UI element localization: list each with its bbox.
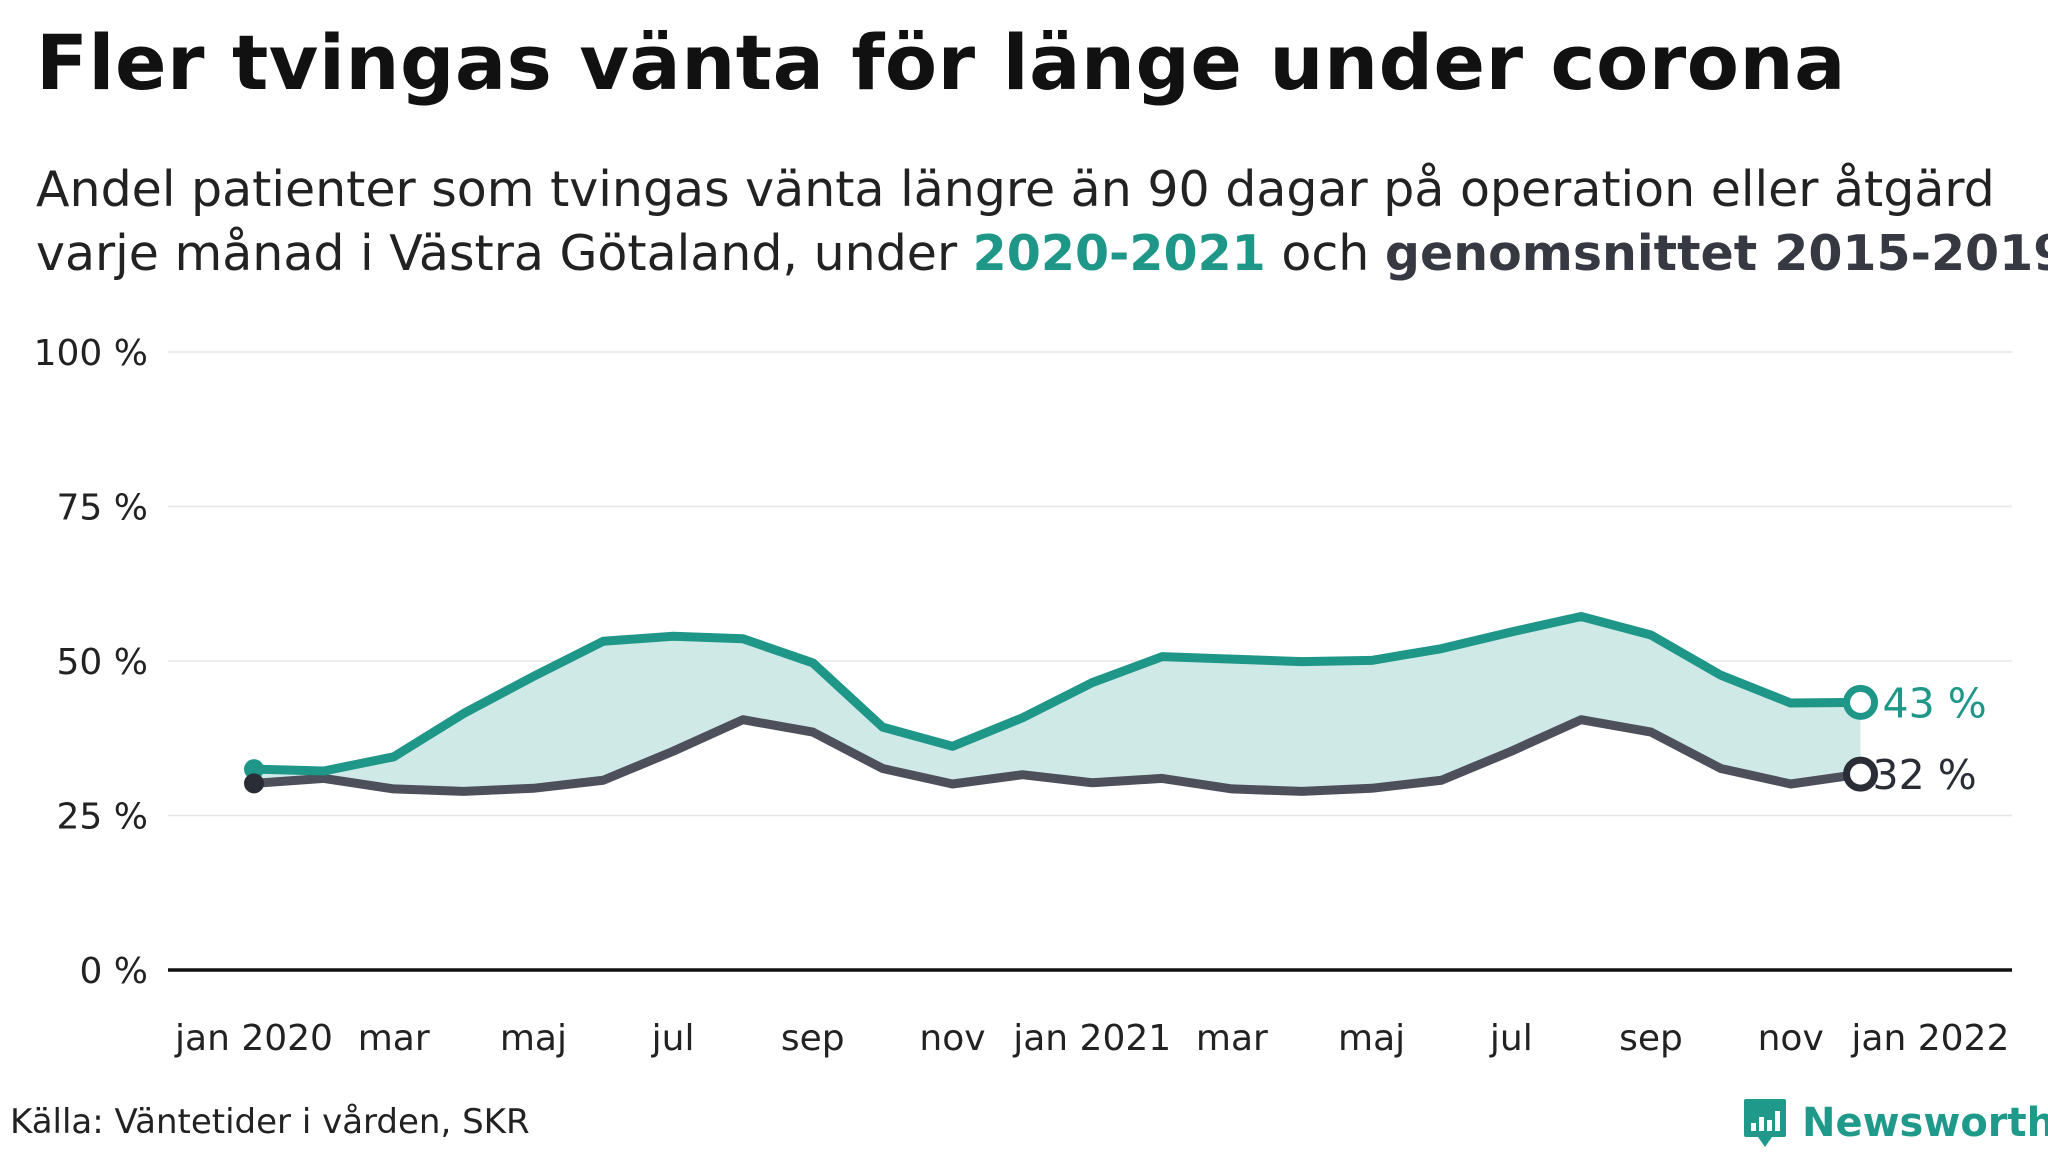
x-tick-label-2020-07: jul [651,1018,695,1059]
y-tick-label-75: 75 % [57,488,148,529]
y-tick-label-25: 25 % [57,797,148,838]
newsworthy-logo-icon [1744,1099,1786,1147]
subtitle-line1: Andel patienter som tvingas vänta längre… [36,161,1995,218]
chart-title: Fler tvingas vänta för länge under coron… [36,18,1846,107]
x-tick-label-2020-01: jan 2020 [174,1018,333,1059]
grid-lines [168,351,2012,817]
series-line-average [249,715,1866,796]
x-tick-label-2021-03: mar [1196,1018,1268,1059]
brand-name: Newsworthy [1802,1100,2048,1146]
subtitle-highlight-average: genomsnittet 2015-2019 [1384,225,2048,282]
x-tick-label-2020-09: sep [781,1018,845,1059]
x-tick-label-2021-01: jan 2021 [1012,1018,1171,1059]
x-tick-label-2021-11: nov [1758,1018,1824,1059]
y-tick-label-0: 0 % [79,951,148,992]
x-tick-label-2022-01: jan 2022 [1850,1018,2009,1059]
y-tick-label-50: 50 % [57,642,148,683]
x-tick-label-2021-09: sep [1619,1018,1683,1059]
subtitle-line2-prefix: varje månad i Västra Götaland, under [36,225,973,282]
brand-logo: Newsworthy [1742,1095,2048,1151]
subtitle-line2-middle: och [1265,225,1385,282]
series-markers [244,684,1879,794]
x-tick-label-2020-11: nov [919,1018,985,1059]
end-marker-current [1843,684,1879,720]
end-label-average: 32 % [1873,751,1977,799]
line-chart: 0 % 25 % 50 % 75 % 100 % jan 2020 mar maj jul se… [34,333,2012,1059]
x-tick-label-2020-05: maj [500,1018,567,1059]
y-tick-labels: 0 % 25 % 50 % 75 % 100 % [34,333,148,992]
series-lines [249,612,1866,796]
x-tick-label-2021-05: maj [1338,1018,1405,1059]
source-note: Källa: Väntetider i vården, SKR [10,1102,530,1142]
x-tick-label-2020-03: mar [358,1018,430,1059]
chart-subtitle: Andel patienter som tvingas vänta längre… [36,158,2048,286]
start-marker-average [244,773,264,794]
end-labels: 43 % 32 % [1873,679,1987,799]
series-line-current [249,612,1866,776]
x-tick-labels: jan 2020 mar maj jul sep nov jan 2021 mar maj jul… [174,1018,2009,1059]
end-marker-average [1843,756,1879,792]
start-marker-current [244,759,264,780]
y-tick-label-100: 100 % [34,333,148,374]
end-label-current: 43 % [1883,679,1987,727]
x-tick-label-2021-07: jul [1489,1018,1533,1059]
subtitle-highlight-current: 2020-2021 [972,225,1266,282]
